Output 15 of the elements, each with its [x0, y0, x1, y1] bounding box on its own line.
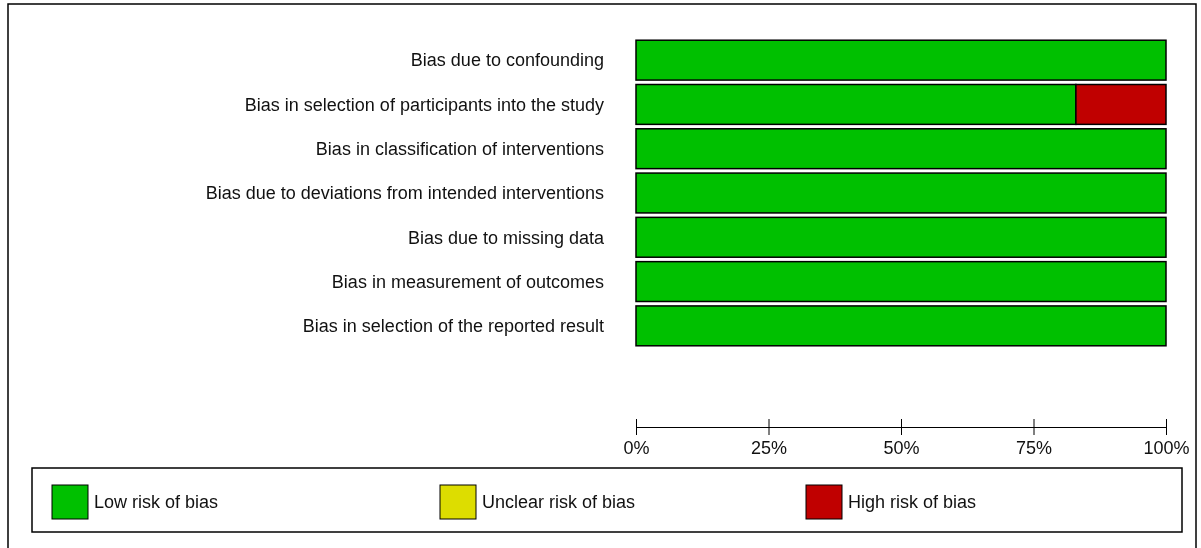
y-tick-label: Bias due to confounding: [410, 50, 604, 71]
x-tick-label: 75%: [1015, 437, 1053, 458]
legend-label: Low risk of bias: [94, 492, 219, 513]
y-tick-label: Bias in selection of the reported result: [302, 316, 604, 337]
y-tick-label: Bias due to deviations from intended interventions: [205, 183, 604, 204]
x-tick-label: 0%: [623, 437, 650, 458]
y-tick-label: Bias in measurement of outcomes: [331, 271, 604, 292]
y-tick-label: Bias due to missing data: [407, 227, 605, 248]
x-tick-label: 50%: [883, 437, 920, 458]
y-tick-label: Bias in classification of interventions: [315, 139, 604, 160]
x-tick-label: 100%: [1143, 437, 1190, 458]
y-tick-label: Bias in selection of participants into the study: [244, 94, 604, 115]
legend-label: Unclear risk of bias: [482, 492, 636, 513]
legend-label: High risk of bias: [848, 492, 977, 513]
x-tick-label: 25%: [750, 437, 788, 458]
